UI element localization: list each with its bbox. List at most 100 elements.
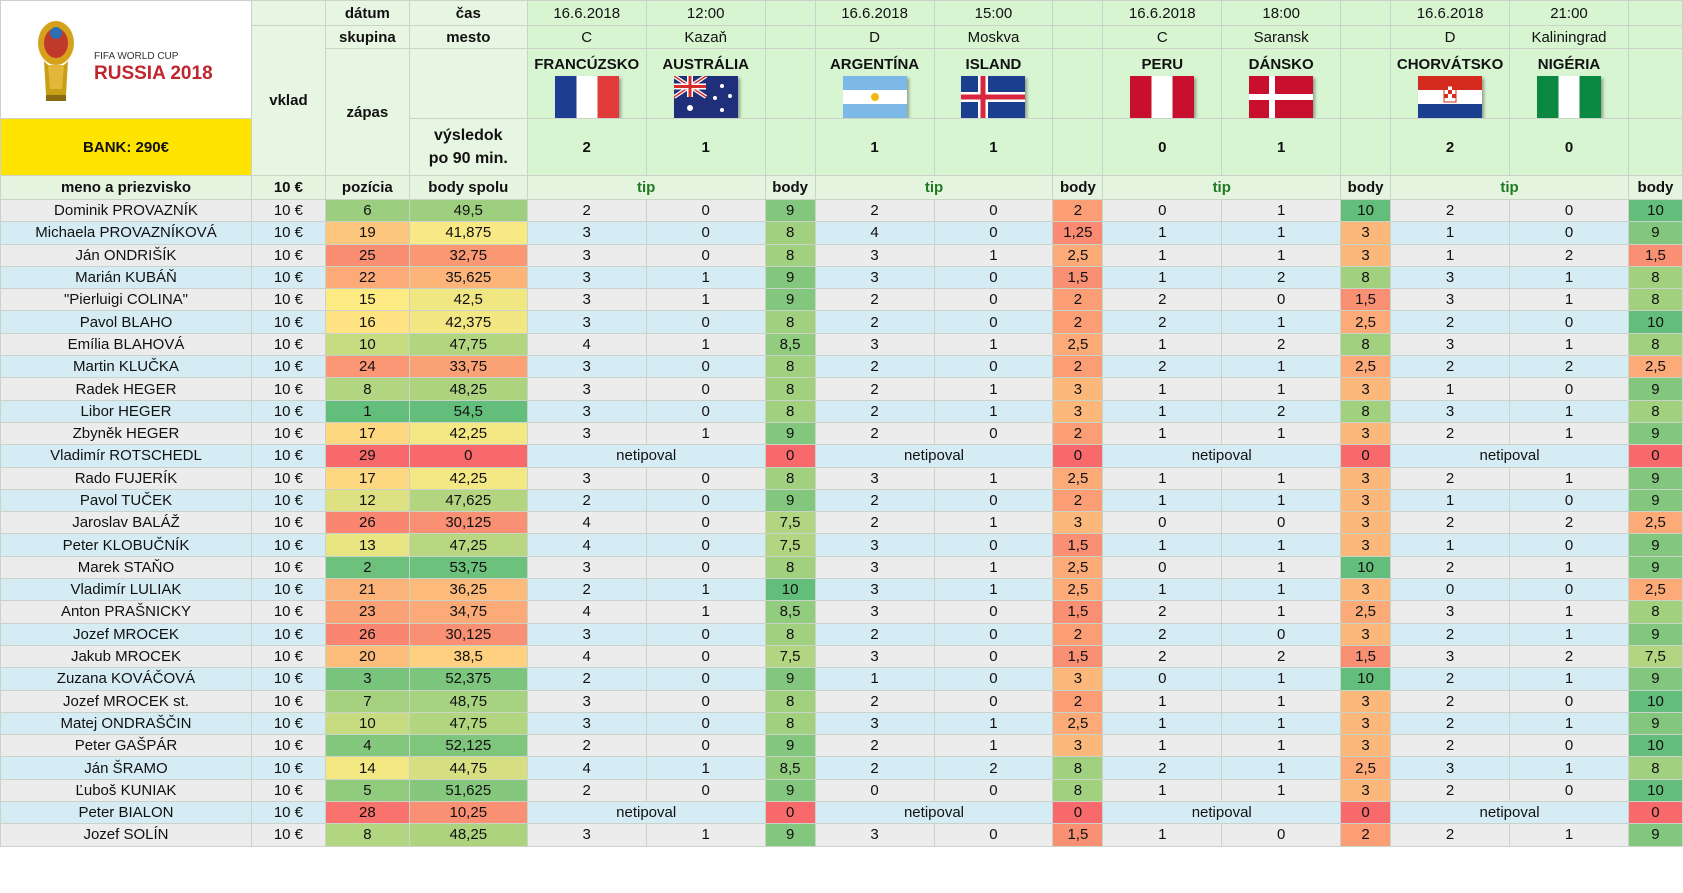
tip-home: 1 bbox=[1102, 823, 1223, 847]
player-row[interactable]: Jaroslav BALÁŽ 10 €26 30,125 4 0 7,5 2 1 3 0 0 3 2 2 2… bbox=[0, 511, 1683, 535]
player-row[interactable]: Matej ONDRAŠČIN 10 €10 47,75 3 0 8 3 1 2,5 1 1 3 2 1 9 bbox=[0, 711, 1683, 736]
tip-away: 2 bbox=[1221, 399, 1342, 423]
player-row[interactable]: Jozef MROCEK st. 10 €7 48,75 3 0 8 2 0 2 1 1 3 2 0 10 bbox=[0, 689, 1683, 713]
vysledok-line1: výsledok bbox=[434, 126, 503, 144]
player-row[interactable]: Radek HEGER 10 €8 48,25 3 0 8 2 1 3 1 1 3 1 0 9 bbox=[0, 377, 1683, 401]
player-row[interactable]: Rado FUJERÍK 10 €17 42,25 3 0 8 3 1 2,5 1 1 3 2 1 9 bbox=[0, 466, 1683, 490]
match-points: 3 bbox=[1052, 377, 1104, 401]
player-total-points: 47,625 bbox=[408, 488, 528, 513]
player-position: 8 bbox=[324, 377, 410, 401]
player-total-points: 38,5 bbox=[408, 644, 528, 669]
match-points: 3 bbox=[1340, 243, 1392, 267]
match-points: 0 bbox=[1340, 444, 1392, 468]
player-row[interactable]: Jozef SOLÍN 10 €8 48,25 3 1 9 3 0 1,5 1 0 2 2 1 9 bbox=[0, 823, 1683, 847]
tip-away: 1 bbox=[645, 421, 766, 446]
tip-away: 2 bbox=[1221, 644, 1342, 669]
match-points: 1,5 bbox=[1052, 823, 1104, 847]
player-position: 28 bbox=[324, 801, 410, 825]
player-total-points: 49,5 bbox=[408, 198, 528, 223]
tip-home: 3 bbox=[526, 221, 647, 245]
player-name: Zuzana KOVÁČOVÁ bbox=[0, 667, 252, 691]
player-stake: 10 € bbox=[250, 355, 326, 379]
player-row[interactable]: Peter GAŠPÁR 10 €4 52,125 2 0 9 2 1 3 1 1 3 2 0 10 bbox=[0, 734, 1683, 758]
tip-away: 1 bbox=[933, 466, 1054, 490]
match-points: 3 bbox=[1340, 734, 1392, 758]
not-tipped-label: netipoval bbox=[526, 444, 766, 468]
tip-away: 1 bbox=[1221, 734, 1342, 758]
match-points: 9 bbox=[1627, 555, 1683, 580]
match4-date: 16.6.2018 bbox=[1390, 0, 1511, 26]
player-row[interactable]: Vladimír LULIAK 10 €21 36,25 2 1 10 3 1 2,5 1 1 3 0 0… bbox=[0, 578, 1683, 602]
player-row[interactable]: Peter KLOBUČNÍK 10 €13 47,25 4 0 7,5 3 0 1,5 1 1 3 1… bbox=[0, 533, 1683, 557]
match-points: 8 bbox=[1627, 756, 1683, 780]
player-row[interactable]: Pavol BLAHO 10 €16 42,375 3 0 8 2 0 2 2 1 2,5 2 0 10 bbox=[0, 310, 1683, 334]
tip-away: 1 bbox=[1221, 310, 1342, 334]
player-row[interactable]: Ján ŠRAMO 10 €14 44,75 4 1 8,5 2 2 8 2 1 2,5 3 1 8 bbox=[0, 756, 1683, 780]
tip-away: 1 bbox=[645, 823, 766, 847]
france-flag-icon bbox=[554, 76, 619, 118]
match-points: 8 bbox=[764, 711, 816, 736]
player-row[interactable]: "Pierluigi COLINA" 10 €15 42,5 3 1 9 2 0 2 2 0 1,5 3… bbox=[0, 288, 1683, 312]
tip-home: 2 bbox=[526, 198, 647, 223]
match-points: 0 bbox=[1052, 444, 1104, 468]
player-name: Vladimír LULIAK bbox=[0, 578, 252, 602]
match-points: 2 bbox=[1052, 355, 1104, 379]
tip-home: 1 bbox=[1102, 421, 1223, 446]
player-row[interactable]: Peter BIALON 10 €28 10,25 netipoval 0 netipov… bbox=[0, 801, 1683, 825]
tip-home: 3 bbox=[526, 288, 647, 312]
tip-home: 0 bbox=[814, 778, 935, 803]
match4-group: D bbox=[1390, 25, 1511, 49]
player-row[interactable]: Ľuboš KUNIAK 10 €5 51,625 2 0 9 0 0 8 1 1 3 2 0 10 bbox=[0, 778, 1683, 803]
tip-home: 1 bbox=[1102, 711, 1223, 736]
match-points: 8 bbox=[1627, 288, 1683, 312]
match-points: 8,5 bbox=[764, 756, 816, 780]
player-stake: 10 € bbox=[250, 265, 326, 290]
tip-home: 0 bbox=[1102, 555, 1223, 580]
player-position: 4 bbox=[324, 734, 410, 758]
tip-home: 2 bbox=[1102, 310, 1223, 334]
match1-away-team: AUSTRÁLIA bbox=[645, 48, 766, 119]
player-total-points: 42,25 bbox=[408, 421, 528, 446]
player-position: 6 bbox=[324, 198, 410, 223]
player-row[interactable]: Michaela PROVAZNÍKOVÁ 10 €19 41,875 3 0 8 4 0 1,… bbox=[0, 221, 1683, 245]
match1-body-label: body bbox=[764, 175, 816, 200]
player-name: Radek HEGER bbox=[0, 377, 252, 401]
tip-away: 0 bbox=[1509, 488, 1629, 513]
tip-away: 0 bbox=[1509, 578, 1629, 602]
match-points: 2 bbox=[1052, 421, 1104, 446]
match-points: 0 bbox=[1052, 801, 1104, 825]
tip-away: 0 bbox=[645, 778, 766, 803]
player-total-points: 53,75 bbox=[408, 555, 528, 580]
match-points: 9 bbox=[1627, 488, 1683, 513]
tip-away: 0 bbox=[645, 488, 766, 513]
player-row[interactable]: Jakub MROCEK 10 €20 38,5 4 0 7,5 3 0 1,5 2 2 1,5 3 2 7… bbox=[0, 644, 1683, 669]
player-row[interactable]: Libor HEGER 10 €1 54,5 3 0 8 2 1 3 1 2 8 3 1 8 bbox=[0, 399, 1683, 423]
tip-away: 0 bbox=[645, 734, 766, 758]
player-row[interactable]: Marián KUBÁŇ 10 €22 35,625 3 1 9 3 0 1,5 1 2 8 3 1 8 bbox=[0, 265, 1683, 290]
player-row[interactable]: Emília BLAHOVÁ 10 €10 47,75 4 1 8,5 3 1 2,5 1 2 8 3 1… bbox=[0, 332, 1683, 357]
match-points: 8 bbox=[764, 355, 816, 379]
match-points: 3 bbox=[1340, 511, 1392, 535]
tip-away: 0 bbox=[1221, 823, 1342, 847]
player-row[interactable]: Jozef MROCEK 10 €26 30,125 3 0 8 2 0 2 2 0 3 2 1 9 bbox=[0, 622, 1683, 646]
player-row[interactable]: Zbyněk HEGER 10 €17 42,25 3 1 9 2 0 2 1 1 3 2 1 9 bbox=[0, 421, 1683, 446]
player-total-points: 47,25 bbox=[408, 533, 528, 557]
player-row[interactable]: Dominik PROVAZNÍK 10 €6 49,5 2 0 9 2 0 2 0 1 10 2 0 10 bbox=[0, 198, 1683, 223]
tip-home: 0 bbox=[1102, 667, 1223, 691]
player-row[interactable]: Ján ONDRIŠÍK 10 €25 32,75 3 0 8 3 1 2,5 1 1 3 1 2 1,5 bbox=[0, 243, 1683, 267]
match1-home-team: FRANCÚZSKO bbox=[526, 48, 647, 119]
player-row[interactable]: Marek STAŇO 10 €2 53,75 3 0 8 3 1 2,5 0 1 10 2 1 9 bbox=[0, 555, 1683, 580]
player-name: Michaela PROVAZNÍKOVÁ bbox=[0, 221, 252, 245]
not-tipped-label: netipoval bbox=[526, 801, 766, 825]
player-row[interactable]: Pavol TUČEK 10 €12 47,625 2 0 9 2 0 2 1 1 3 1 0 9 bbox=[0, 488, 1683, 513]
player-name: Emília BLAHOVÁ bbox=[0, 332, 252, 357]
match-points: 7,5 bbox=[1627, 644, 1683, 669]
match-points: 3 bbox=[1052, 734, 1104, 758]
tip-home: 3 bbox=[526, 555, 647, 580]
player-row[interactable]: Martin KLUČKA 10 €24 33,75 3 0 8 2 0 2 2 1 2,5 2 2 2,5 bbox=[0, 355, 1683, 379]
player-row[interactable]: Vladimír ROTSCHEDL 10 €29 0 netipoval 0 netip… bbox=[0, 444, 1683, 468]
player-row[interactable]: Anton PRAŠNICKY 10 €23 34,75 4 1 8,5 3 0 1,5 2 1 2,… bbox=[0, 600, 1683, 624]
player-total-points: 10,25 bbox=[408, 801, 528, 825]
tip-away: 1 bbox=[1221, 711, 1342, 736]
player-row[interactable]: Zuzana KOVÁČOVÁ 10 €3 52,375 2 0 9 1 0 3 0 1 10 2 1 9 bbox=[0, 667, 1683, 691]
